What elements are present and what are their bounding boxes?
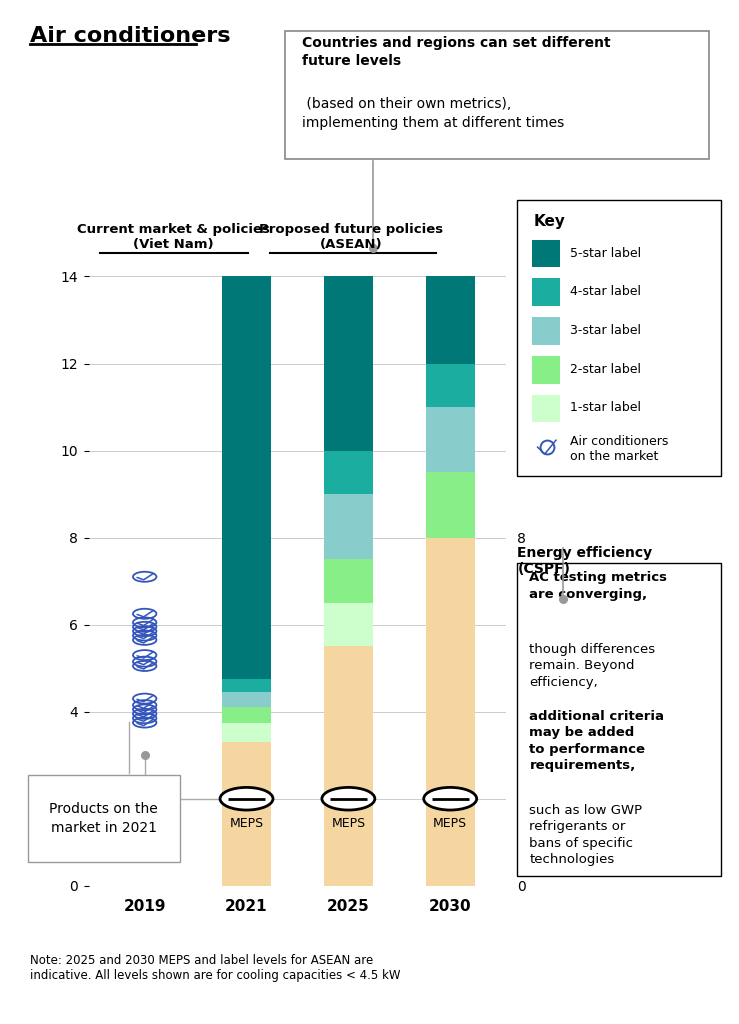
- FancyBboxPatch shape: [517, 200, 721, 476]
- Text: MEPS: MEPS: [331, 817, 365, 830]
- FancyBboxPatch shape: [28, 775, 180, 862]
- Text: Air conditioners: Air conditioners: [30, 26, 230, 46]
- Text: Air conditioners
on the market: Air conditioners on the market: [571, 434, 669, 463]
- Bar: [426, 408, 474, 472]
- Bar: [531, 240, 560, 267]
- Text: additional criteria
may be added
to performance
requirements,: additional criteria may be added to perf…: [529, 710, 664, 772]
- Ellipse shape: [423, 787, 477, 810]
- Bar: [426, 276, 474, 364]
- Bar: [531, 317, 560, 345]
- Bar: [426, 472, 474, 538]
- FancyBboxPatch shape: [517, 563, 721, 876]
- FancyBboxPatch shape: [285, 31, 709, 159]
- Bar: [426, 364, 474, 407]
- Bar: [324, 559, 372, 603]
- Ellipse shape: [322, 787, 375, 810]
- Text: Note: 2025 and 2030 MEPS and label levels for ASEAN are
indicative. All levels s: Note: 2025 and 2030 MEPS and label level…: [30, 954, 400, 982]
- Bar: [222, 276, 271, 679]
- Bar: [324, 495, 372, 559]
- Bar: [222, 742, 271, 886]
- Bar: [222, 679, 271, 692]
- Text: Current market & policies
(Viet Nam): Current market & policies (Viet Nam): [78, 223, 270, 251]
- Bar: [222, 708, 271, 723]
- Text: 4-star label: 4-star label: [571, 286, 641, 298]
- Text: Key: Key: [534, 213, 565, 228]
- Bar: [531, 356, 560, 384]
- Text: Proposed future policies
(ASEAN): Proposed future policies (ASEAN): [259, 223, 443, 251]
- Bar: [324, 646, 372, 886]
- Text: Products on the
market in 2021: Products on the market in 2021: [50, 803, 158, 835]
- Bar: [531, 394, 560, 422]
- Bar: [222, 692, 271, 708]
- Text: MEPS: MEPS: [433, 817, 467, 830]
- Text: such as low GWP
refrigerants or
bans of specific
technologies: such as low GWP refrigerants or bans of …: [529, 804, 643, 866]
- Text: (based on their own metrics),
implementing them at different times: (based on their own metrics), implementi…: [302, 97, 564, 130]
- Bar: [324, 276, 372, 451]
- Text: AC testing metrics
are converging,: AC testing metrics are converging,: [529, 571, 667, 600]
- Bar: [324, 603, 372, 646]
- Text: 3-star label: 3-star label: [571, 324, 641, 337]
- Text: MEPS: MEPS: [230, 817, 264, 830]
- Text: Countries and regions can set different
future levels: Countries and regions can set different …: [302, 36, 610, 69]
- Text: 5-star label: 5-star label: [571, 247, 641, 259]
- Bar: [426, 538, 474, 886]
- Bar: [222, 723, 271, 742]
- Text: Energy efficiency
(CSPF): Energy efficiency (CSPF): [517, 546, 653, 575]
- Text: 1-star label: 1-star label: [571, 401, 641, 415]
- Bar: [324, 451, 372, 495]
- Text: though differences
remain. Beyond
efficiency,: though differences remain. Beyond effici…: [529, 643, 655, 689]
- Bar: [531, 279, 560, 306]
- Text: 2-star label: 2-star label: [571, 362, 641, 376]
- Ellipse shape: [220, 787, 273, 810]
